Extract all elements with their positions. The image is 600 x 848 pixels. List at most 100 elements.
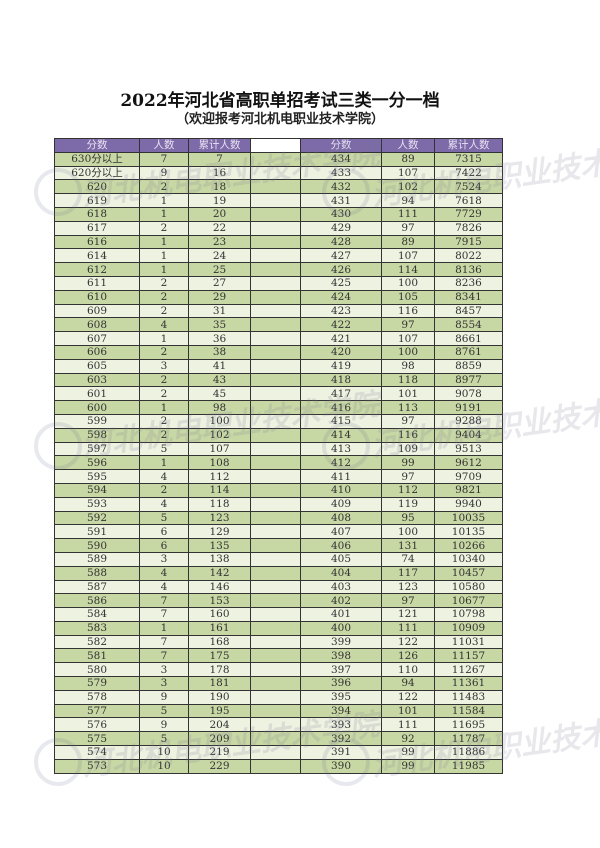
left-cumulative-cell: 98 bbox=[188, 400, 251, 415]
right-score-cell: 415 bbox=[300, 413, 382, 429]
left-cumulative-cell: 38 bbox=[188, 344, 251, 360]
left-score-cell: 616 bbox=[54, 234, 140, 250]
gap-cell bbox=[250, 703, 301, 719]
left-score-cell: 578 bbox=[54, 689, 140, 705]
gap-cell bbox=[250, 331, 301, 346]
left-score-cell: 607 bbox=[54, 331, 140, 346]
right-score-cell: 404 bbox=[300, 565, 382, 581]
right-count-cell: 97 bbox=[381, 220, 435, 236]
table-row: 611 2 27 425 100 8236 bbox=[54, 275, 503, 291]
gap-cell bbox=[250, 620, 301, 636]
right-cumulative-cell: 11483 bbox=[434, 689, 503, 705]
right-score-cell: 395 bbox=[300, 689, 382, 705]
right-cumulative-cell: 8554 bbox=[434, 317, 503, 333]
right-score-cell: 399 bbox=[300, 634, 382, 650]
left-cumulative-cell: 138 bbox=[188, 551, 251, 567]
gap-cell bbox=[250, 248, 301, 264]
left-count-cell: 9 bbox=[139, 689, 189, 705]
right-cumulative-cell: 7422 bbox=[434, 165, 503, 181]
left-cumulative-cell: 219 bbox=[188, 745, 251, 760]
right-count-cell: 122 bbox=[381, 634, 435, 650]
right-score-cell: 430 bbox=[300, 206, 382, 222]
left-count-cell: 2 bbox=[139, 386, 189, 402]
right-cumulative-cell: 11985 bbox=[434, 758, 503, 774]
left-count-cell: 6 bbox=[139, 538, 189, 553]
left-count-cell: 4 bbox=[139, 469, 189, 484]
right-cumulative-cell: 11157 bbox=[434, 648, 503, 664]
right-cumulative-cell: 9940 bbox=[434, 496, 503, 512]
left-count-cell: 1 bbox=[139, 331, 189, 346]
left-cumulative-cell: 25 bbox=[188, 262, 251, 277]
table-row: 612 1 25 426 114 8136 bbox=[54, 262, 503, 277]
right-count-cell: 111 bbox=[381, 206, 435, 222]
right-cumulative-cell: 10266 bbox=[434, 538, 503, 553]
table-row: 600 1 98 416 113 9191 bbox=[54, 400, 503, 415]
right-count-cell: 118 bbox=[381, 372, 435, 388]
gap-cell bbox=[250, 193, 301, 208]
right-cumulative-cell: 8341 bbox=[434, 289, 503, 305]
gap-cell bbox=[250, 427, 301, 443]
left-score-cell: 619 bbox=[54, 193, 140, 208]
right-score-cell: 402 bbox=[300, 593, 382, 609]
gap-cell bbox=[250, 593, 301, 609]
left-count-cell: 10 bbox=[139, 758, 189, 774]
left-score-cell: 581 bbox=[54, 648, 140, 664]
right-cumulative-cell: 7315 bbox=[434, 151, 503, 167]
gap-cell bbox=[250, 358, 301, 374]
right-count-cell: 89 bbox=[381, 151, 435, 167]
left-cumulative-cell: 23 bbox=[188, 234, 251, 250]
gap-cell bbox=[250, 676, 301, 691]
right-cumulative-cell: 11695 bbox=[434, 717, 503, 733]
left-count-cell: 7 bbox=[139, 648, 189, 664]
right-cumulative-cell: 9612 bbox=[434, 455, 503, 471]
left-count-cell: 2 bbox=[139, 220, 189, 236]
left-count-cell: 5 bbox=[139, 703, 189, 719]
table-row: 614 1 24 427 107 8022 bbox=[54, 248, 503, 264]
left-count-cell: 2 bbox=[139, 344, 189, 360]
right-score-cell: 398 bbox=[300, 648, 382, 664]
left-score-cell: 588 bbox=[54, 565, 140, 581]
right-score-cell: 390 bbox=[300, 758, 382, 774]
right-score-cell: 429 bbox=[300, 220, 382, 236]
right-score-cell: 422 bbox=[300, 317, 382, 333]
right-score-cell: 423 bbox=[300, 303, 382, 319]
left-cumulative-cell: 112 bbox=[188, 469, 251, 484]
gap-cell bbox=[250, 151, 301, 167]
left-score-cell: 600 bbox=[54, 400, 140, 415]
right-score-cell: 410 bbox=[300, 482, 382, 498]
left-count-cell: 3 bbox=[139, 662, 189, 678]
left-count-cell: 2 bbox=[139, 482, 189, 498]
left-count-cell: 1 bbox=[139, 234, 189, 250]
right-count-cell: 119 bbox=[381, 496, 435, 512]
gap-cell bbox=[250, 234, 301, 250]
left-score-cell: 609 bbox=[54, 303, 140, 319]
left-cumulative-cell: 161 bbox=[188, 620, 251, 636]
table-row: 583 1 161 400 111 10909 bbox=[54, 620, 503, 636]
left-count-cell: 9 bbox=[139, 717, 189, 733]
left-count-cell: 10 bbox=[139, 745, 189, 760]
right-count-cell: 97 bbox=[381, 593, 435, 609]
right-score-cell: 424 bbox=[300, 289, 382, 305]
left-score-cell: 606 bbox=[54, 344, 140, 360]
right-cumulative-cell: 11267 bbox=[434, 662, 503, 678]
left-score-cell: 596 bbox=[54, 455, 140, 471]
gap-cell bbox=[250, 179, 301, 195]
left-score-cell: 630分以上 bbox=[54, 151, 140, 167]
left-score-cell: 608 bbox=[54, 317, 140, 333]
gap-cell bbox=[250, 551, 301, 567]
page-title: 2022年河北省高职单招考试三类一分一档 bbox=[120, 91, 440, 111]
right-cumulative-cell: 8022 bbox=[434, 248, 503, 264]
header-score: 分数 bbox=[54, 138, 140, 153]
left-cumulative-cell: 36 bbox=[188, 331, 251, 346]
right-score-cell: 419 bbox=[300, 358, 382, 374]
left-cumulative-cell: 118 bbox=[188, 496, 251, 512]
left-score-cell: 595 bbox=[54, 469, 140, 484]
header-count: 人数 bbox=[381, 138, 435, 153]
left-count-cell: 1 bbox=[139, 248, 189, 264]
left-cumulative-cell: 209 bbox=[188, 731, 251, 747]
table-row: 577 5 195 394 101 11584 bbox=[54, 703, 503, 719]
right-count-cell: 97 bbox=[381, 469, 435, 484]
right-count-cell: 123 bbox=[381, 579, 435, 595]
left-score-cell: 620分以上 bbox=[54, 165, 140, 181]
right-score-cell: 392 bbox=[300, 731, 382, 747]
